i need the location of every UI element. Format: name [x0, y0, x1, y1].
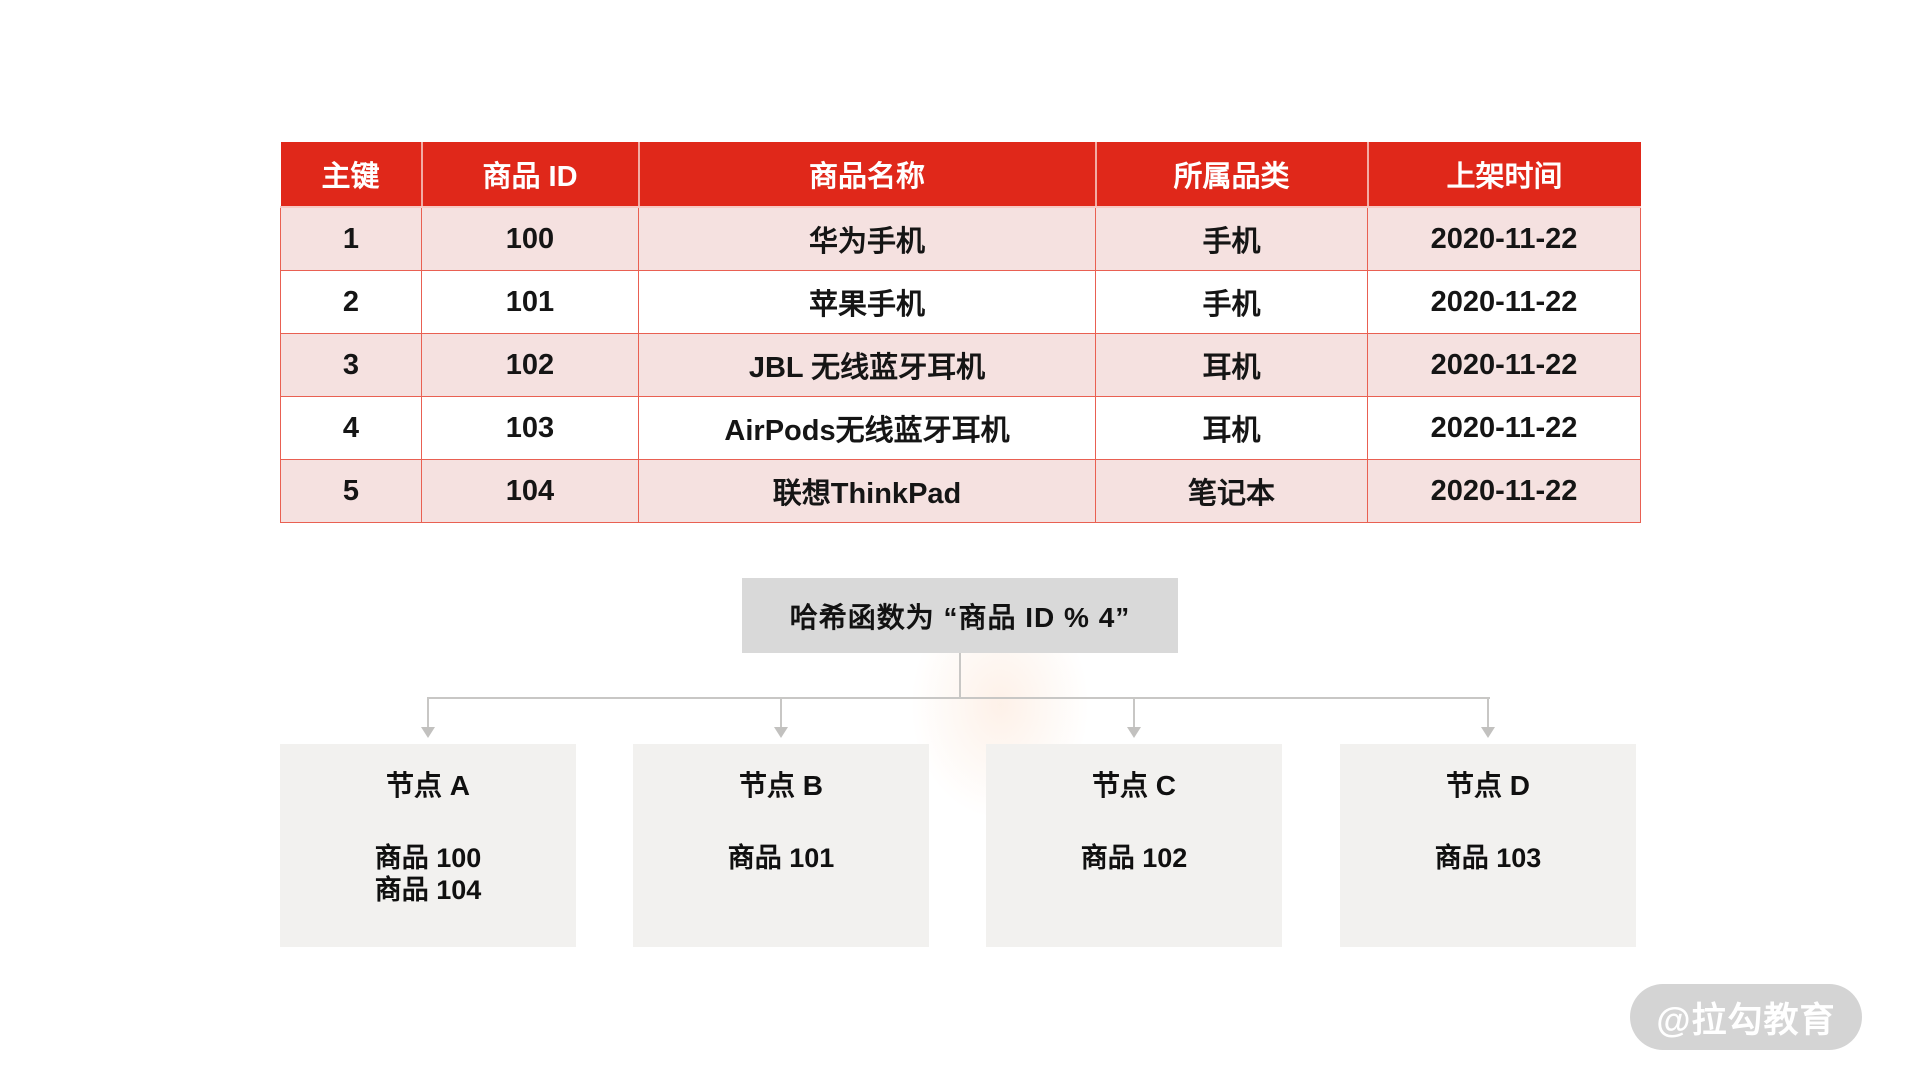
table-row: 2 101 苹果手机 手机 2020-11-22	[280, 270, 1641, 334]
column-header-listing-time: 上架时间	[1367, 142, 1641, 208]
table-cell: 苹果手机	[638, 270, 1096, 334]
arrow-down-icon	[1481, 727, 1495, 738]
node-title: 节点 A	[385, 770, 470, 801]
table-cell: 102	[421, 333, 639, 397]
product-table: 主键 商品 ID 商品名称 所属品类 上架时间 1 100 华为手机 手机 20…	[280, 142, 1641, 523]
node-item: 商品 101	[727, 843, 835, 873]
table-cell: JBL 无线蓝牙耳机	[638, 333, 1096, 397]
hash-function-label: 哈希函数为 “商品 ID % 4”	[789, 601, 1131, 633]
table-cell: 4	[280, 396, 422, 460]
connector-trunk-line	[959, 653, 961, 699]
table-cell: 101	[421, 270, 639, 334]
column-header-product-id: 商品 ID	[421, 142, 640, 208]
table-cell: 耳机	[1095, 333, 1368, 397]
table-cell: 104	[421, 459, 639, 523]
table-cell: 2020-11-22	[1367, 206, 1641, 271]
table-cell: 华为手机	[638, 206, 1096, 271]
table-header-row: 主键 商品 ID 商品名称 所属品类 上架时间	[280, 142, 1641, 208]
table-cell: 耳机	[1095, 396, 1368, 460]
node-item: 商品 100	[374, 843, 482, 873]
hash-function-box: 哈希函数为 “商品 ID % 4”	[742, 578, 1178, 653]
table-cell: 2020-11-22	[1367, 333, 1641, 397]
column-header-product-name: 商品名称	[638, 142, 1097, 208]
watermark-badge: @拉勾教育	[1630, 984, 1862, 1050]
table-row: 1 100 华为手机 手机 2020-11-22	[280, 206, 1641, 271]
connector-branch-line	[427, 697, 429, 728]
watermark-label: @拉勾教育	[1656, 1000, 1836, 1040]
arrow-down-icon	[774, 727, 788, 738]
table-cell: 3	[280, 333, 422, 397]
table-row: 3 102 JBL 无线蓝牙耳机 耳机 2020-11-22	[280, 333, 1641, 397]
connector-branch-line	[1487, 697, 1489, 728]
column-header-primary-key: 主键	[280, 142, 423, 208]
table-cell: 联想ThinkPad	[638, 459, 1096, 523]
table-cell: 手机	[1095, 206, 1368, 271]
table-cell: 1	[280, 206, 422, 271]
node-title: 节点 D	[1445, 770, 1530, 801]
table-row: 4 103 AirPods无线蓝牙耳机 耳机 2020-11-22	[280, 396, 1641, 460]
node-title: 节点 C	[1091, 770, 1176, 801]
table-cell: 5	[280, 459, 422, 523]
connector-horizontal-line	[428, 697, 1490, 699]
table-cell: AirPods无线蓝牙耳机	[638, 396, 1096, 460]
node-items: 商品 102	[986, 842, 1282, 874]
node-title: 节点 B	[738, 770, 823, 801]
table-cell: 2020-11-22	[1367, 459, 1641, 523]
table-cell: 2020-11-22	[1367, 396, 1641, 460]
node-item: 商品 103	[1434, 843, 1542, 873]
node-items: 商品 103	[1340, 842, 1636, 874]
table-row: 5 104 联想ThinkPad 笔记本 2020-11-22	[280, 459, 1641, 523]
table-cell: 2	[280, 270, 422, 334]
table-cell: 2020-11-22	[1367, 270, 1641, 334]
arrow-down-icon	[421, 727, 435, 738]
table-cell: 103	[421, 396, 639, 460]
arrow-down-icon	[1127, 727, 1141, 738]
table-cell: 手机	[1095, 270, 1368, 334]
connector-branch-line	[780, 697, 782, 728]
column-header-category: 所属品类	[1095, 142, 1369, 208]
connector-branch-line	[1133, 697, 1135, 728]
node-items: 商品 100 商品 104	[280, 842, 576, 906]
table-cell: 笔记本	[1095, 459, 1368, 523]
node-b-box: 节点 B 商品 101	[633, 744, 929, 947]
node-a-box: 节点 A 商品 100 商品 104	[280, 744, 576, 947]
node-d-box: 节点 D 商品 103	[1340, 744, 1636, 947]
node-items: 商品 101	[633, 842, 929, 874]
node-c-box: 节点 C 商品 102	[986, 744, 1282, 947]
node-item: 商品 104	[374, 875, 482, 905]
node-item: 商品 102	[1080, 843, 1188, 873]
table-cell: 100	[421, 206, 639, 271]
